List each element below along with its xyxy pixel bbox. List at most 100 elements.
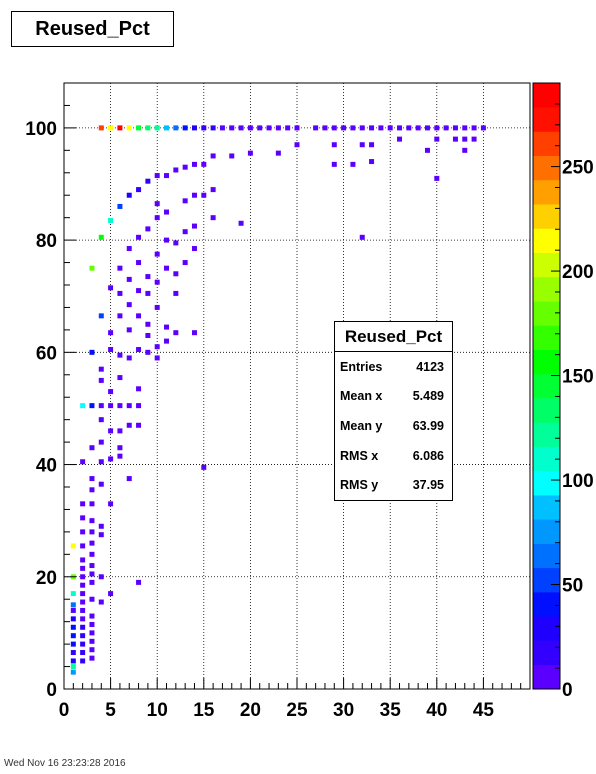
heatmap-cell xyxy=(462,147,468,153)
x-tick-label: 25 xyxy=(286,700,308,721)
heatmap-cell xyxy=(424,147,430,153)
heatmap-cell xyxy=(89,403,95,409)
heatmap-cell xyxy=(98,532,104,538)
heatmap-cell xyxy=(89,501,95,507)
heatmap-cell xyxy=(210,215,216,221)
palette-segment xyxy=(533,664,560,690)
heatmap-cell xyxy=(173,240,179,246)
heatmap-cell xyxy=(98,377,104,383)
heatmap-cell xyxy=(89,265,95,271)
heatmap-cell xyxy=(247,150,253,156)
heatmap-cell xyxy=(154,215,160,221)
heatmap-cell xyxy=(126,355,132,361)
heatmap-cell xyxy=(136,234,142,240)
heatmap-cell xyxy=(80,574,86,580)
heatmap-cell xyxy=(434,175,440,181)
y-tick-label: 0 xyxy=(46,680,57,701)
heatmap-cell xyxy=(70,669,76,675)
palette-segment xyxy=(533,325,560,350)
heatmap-cell xyxy=(98,459,104,465)
heatmap-cell xyxy=(136,422,142,428)
heatmap-cell xyxy=(89,563,95,569)
x-tick-label: 30 xyxy=(333,700,354,721)
heatmap-cell xyxy=(108,456,114,462)
heatmap-cell xyxy=(369,125,375,131)
heatmap-cell xyxy=(117,403,123,409)
z-tick-label: 0 xyxy=(562,680,573,701)
heatmap-cell xyxy=(462,125,468,131)
heatmap-cell xyxy=(126,422,132,428)
heatmap-cell xyxy=(70,602,76,608)
heatmap-cell xyxy=(471,125,477,131)
heatmap-cell xyxy=(89,630,95,636)
heatmap-cell xyxy=(89,349,95,355)
heatmap-cell xyxy=(117,428,123,434)
heatmap-cell xyxy=(80,543,86,549)
heatmap-cell xyxy=(154,201,160,207)
heatmap-cell xyxy=(210,153,216,159)
heatmap-cell xyxy=(145,274,151,280)
stats-value: 6.086 xyxy=(412,448,444,463)
stats-row-mean-y: Mean y 63.99 xyxy=(335,411,452,441)
heatmap-cell xyxy=(117,313,123,319)
palette-segment xyxy=(533,567,560,593)
heatmap-cell xyxy=(89,596,95,602)
heatmap-cell xyxy=(108,125,114,131)
heatmap-cell xyxy=(238,220,244,226)
heatmap-cell xyxy=(89,551,95,557)
heatmap-cell xyxy=(136,125,142,131)
heatmap-cell xyxy=(154,279,160,285)
heatmap-cell xyxy=(117,445,123,451)
heatmap-cell xyxy=(247,125,253,131)
heatmap-cell xyxy=(145,333,151,338)
heatmap-cell xyxy=(136,579,142,585)
palette-segment xyxy=(533,519,560,544)
heatmap-cell xyxy=(154,355,160,361)
heatmap-cell xyxy=(369,159,375,165)
x-tick-label: 35 xyxy=(380,700,402,721)
x-tick-label: 15 xyxy=(193,700,215,721)
heatmap-cell xyxy=(191,330,197,336)
palette-segment xyxy=(533,228,560,253)
heatmap-cell xyxy=(136,260,142,266)
heatmap-cell xyxy=(331,142,337,148)
x-tick-label: 10 xyxy=(147,700,168,721)
palette-segment xyxy=(533,131,560,157)
heatmap-cell xyxy=(126,192,132,198)
z-tick-label: 150 xyxy=(562,367,594,388)
heatmap-cell xyxy=(154,251,160,257)
heatmap-cell xyxy=(229,153,235,159)
heatmap-cell xyxy=(275,125,281,131)
heatmap-cell xyxy=(294,125,300,131)
heatmap-cell xyxy=(80,633,86,639)
heatmap-cell xyxy=(80,529,86,535)
palette-segment xyxy=(533,276,560,302)
heatmap-cell xyxy=(80,591,86,597)
heatmap-cell xyxy=(108,501,114,507)
heatmap-cell xyxy=(154,125,160,131)
heatmap-cell xyxy=(182,260,188,266)
stats-row-rms-y: RMS y 37.95 xyxy=(335,470,452,500)
heatmap-cell xyxy=(80,650,86,656)
heatmap-cell xyxy=(70,543,76,549)
heatmap-cell xyxy=(98,481,104,487)
heatmap-cell xyxy=(89,529,95,535)
heatmap-cell xyxy=(201,192,207,198)
heatmap-cell xyxy=(164,173,170,179)
heatmap-cell xyxy=(108,591,114,597)
stats-box: Reused_Pct Entries 4123 Mean x 5.489 Mea… xyxy=(334,321,453,501)
heatmap-cell xyxy=(164,265,170,271)
heatmap-cell xyxy=(136,403,142,409)
heatmap-cell xyxy=(89,445,95,451)
heatmap-cell xyxy=(154,304,160,310)
heatmap-cell xyxy=(145,125,151,131)
heatmap-cell xyxy=(126,403,132,409)
heatmap-cell xyxy=(154,344,160,350)
heatmap-cell xyxy=(98,574,104,580)
heatmap-cell xyxy=(145,178,151,184)
heatmap-cell xyxy=(80,624,86,630)
y-tick-label: 20 xyxy=(36,568,57,589)
heatmap-cell xyxy=(238,125,244,131)
heatmap-cell xyxy=(341,125,347,131)
palette-segment xyxy=(533,373,560,399)
